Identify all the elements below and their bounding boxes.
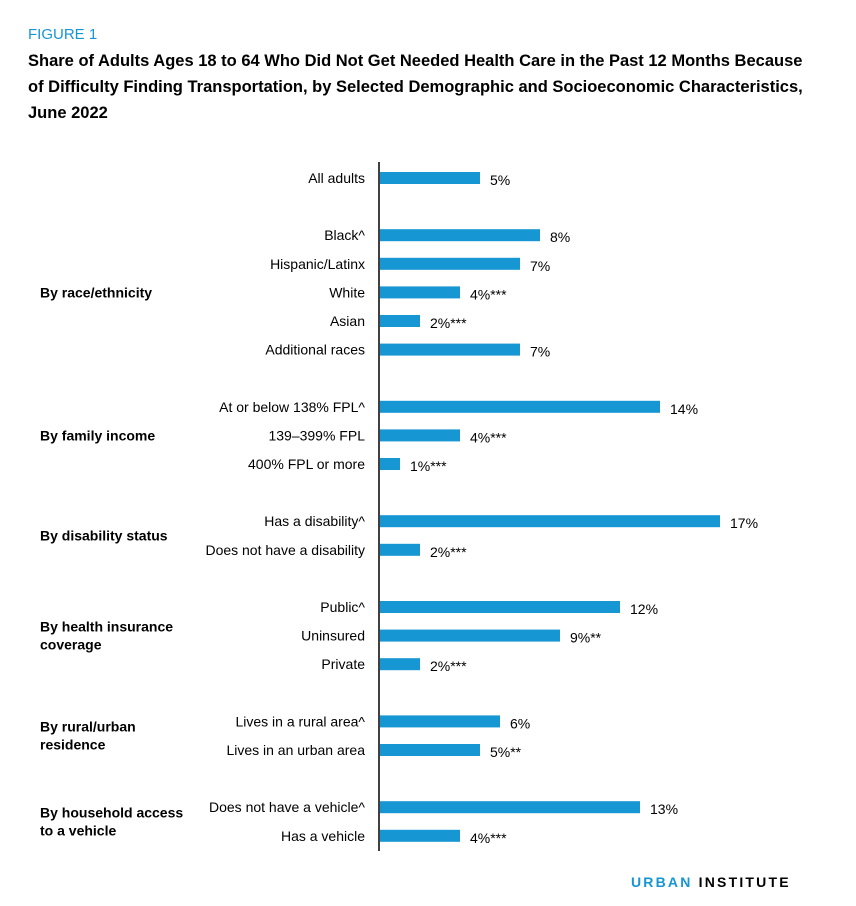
category-label-4-0: Public^ bbox=[320, 599, 365, 615]
bar-3-1 bbox=[380, 543, 420, 556]
data-label-0-0: 5% bbox=[490, 172, 510, 188]
category-label-0-0: All adults bbox=[308, 170, 365, 186]
data-label-6-1: 4%*** bbox=[470, 830, 507, 846]
group-label-1: By race/ethnicity bbox=[40, 284, 152, 300]
group-label-3: By disability status bbox=[40, 528, 168, 544]
bar-1-0 bbox=[380, 229, 540, 242]
bar-3-0 bbox=[380, 515, 720, 528]
data-label-1-4: 7% bbox=[530, 344, 550, 360]
category-label-2-2: 400% FPL or more bbox=[248, 456, 365, 472]
category-label-3-0: Has a disability^ bbox=[264, 513, 365, 529]
data-label-4-0: 12% bbox=[630, 601, 658, 617]
group-label-6: By household access to a vehicle bbox=[40, 805, 183, 839]
data-label-2-2: 1%*** bbox=[410, 458, 447, 474]
logo-part-institute: INSTITUTE bbox=[698, 874, 791, 890]
bar-5-0 bbox=[380, 715, 500, 728]
category-label-4-2: Private bbox=[321, 656, 365, 672]
category-label-1-4: Additional races bbox=[265, 342, 365, 358]
category-label-1-1: Hispanic/Latinx bbox=[270, 256, 365, 272]
data-label-5-0: 6% bbox=[510, 715, 530, 731]
bar-2-0 bbox=[380, 400, 660, 413]
bar-1-3 bbox=[380, 315, 420, 327]
bar-1-2 bbox=[380, 286, 460, 299]
group-label-4: By health insurance coverage bbox=[40, 619, 173, 653]
category-label-1-2: White bbox=[329, 284, 365, 300]
bar-1-4 bbox=[380, 343, 520, 356]
group-label-5: By rural/urban residence bbox=[40, 719, 136, 753]
bar-4-0 bbox=[380, 601, 620, 613]
data-label-4-1: 9%** bbox=[570, 630, 602, 646]
data-label-1-3: 2%*** bbox=[430, 315, 467, 331]
bar-6-1 bbox=[380, 829, 460, 842]
category-label-6-1: Has a vehicle bbox=[281, 828, 365, 844]
data-label-1-0: 8% bbox=[550, 229, 570, 245]
figure-label: FIGURE 1 bbox=[28, 26, 98, 43]
category-label-1-0: Black^ bbox=[324, 227, 365, 243]
category-label-2-0: At or below 138% FPL^ bbox=[219, 399, 365, 415]
category-label-3-1: Does not have a disability bbox=[205, 542, 365, 558]
bar-2-1 bbox=[380, 429, 460, 442]
data-label-2-0: 14% bbox=[670, 401, 698, 417]
category-label-1-3: Asian bbox=[330, 313, 365, 329]
data-label-1-2: 4%*** bbox=[470, 286, 507, 302]
bar-5-1 bbox=[380, 744, 480, 756]
category-label-2-1: 139–399% FPL bbox=[268, 427, 365, 443]
urban-institute-logo: URBAN INSTITUTE bbox=[631, 874, 791, 890]
data-label-5-1: 5%** bbox=[490, 744, 522, 760]
bar-6-0 bbox=[380, 801, 640, 814]
category-label-4-1: Uninsured bbox=[301, 628, 365, 644]
category-label-5-0: Lives in a rural area^ bbox=[235, 713, 365, 729]
chart-title: Share of Adults Ages 18 to 64 Who Did No… bbox=[28, 52, 803, 122]
data-label-6-0: 13% bbox=[650, 801, 678, 817]
data-label-4-2: 2%*** bbox=[430, 658, 467, 674]
bar-4-1 bbox=[380, 629, 560, 642]
group-label-2: By family income bbox=[40, 427, 155, 443]
data-label-1-1: 7% bbox=[530, 258, 550, 274]
bar-4-2 bbox=[380, 658, 420, 671]
category-label-5-1: Lives in an urban area bbox=[226, 742, 365, 758]
logo-part-urban: URBAN bbox=[631, 874, 693, 890]
bar-2-2 bbox=[380, 458, 400, 470]
data-label-3-0: 17% bbox=[730, 515, 758, 531]
bar-0-0 bbox=[380, 172, 480, 184]
category-label-6-0: Does not have a vehicle^ bbox=[209, 799, 365, 815]
bar-1-1 bbox=[380, 257, 520, 270]
data-label-3-1: 2%*** bbox=[430, 544, 467, 560]
data-label-2-1: 4%*** bbox=[470, 429, 507, 445]
